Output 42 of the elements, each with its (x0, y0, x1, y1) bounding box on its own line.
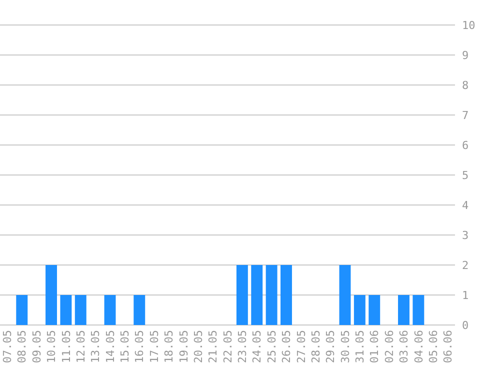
y-tick-label: 8 (462, 78, 469, 92)
x-tick-label: 16.05 (133, 330, 146, 364)
x-tick-label: 08.05 (16, 330, 29, 364)
x-tick-label: 12.05 (74, 330, 88, 364)
y-tick-label: 4 (462, 198, 469, 212)
x-tick-label: 22.05 (221, 330, 234, 364)
y-tick-label: 6 (462, 138, 469, 152)
x-tick-label: 02.06 (382, 330, 396, 364)
y-tick-label: 0 (462, 318, 469, 332)
y-tick-label: 9 (462, 48, 469, 62)
x-tick-label: 24.05 (250, 330, 264, 364)
x-tick-label: 03.06 (398, 330, 411, 364)
y-tick-label: 3 (462, 228, 469, 242)
x-tick-label: 29.05 (324, 330, 338, 364)
x-tick-label: 04.06 (412, 330, 426, 364)
x-tick-label: 10.05 (45, 330, 58, 364)
x-tick-label: 05.06 (426, 330, 440, 364)
x-tick-label: 07.05 (1, 330, 14, 364)
x-tick-label: 31.05 (354, 330, 367, 364)
x-tick-label: 23.05 (236, 330, 250, 364)
x-tick-label: 20.05 (192, 330, 205, 364)
x-tick-label: 13.05 (89, 330, 102, 364)
x-tick-label: 01.06 (368, 330, 382, 364)
x-tick-label: 30.05 (338, 330, 352, 364)
y-tick-label: 5 (462, 168, 469, 182)
y-tick-label: 7 (462, 108, 469, 122)
x-tick-label: 09.05 (30, 330, 44, 364)
x-tick-label: 15.05 (118, 330, 132, 364)
x-tick-label: 19.05 (177, 330, 190, 364)
x-tick-label: 17.05 (148, 330, 161, 364)
x-tick-label: 11.05 (60, 330, 73, 364)
x-tick-label: 25.05 (265, 330, 278, 364)
y-tick-label: 10 (462, 18, 476, 32)
y-tick-label: 1 (462, 288, 469, 302)
y-tick-label: 2 (462, 258, 469, 272)
x-tick-label: 18.05 (162, 330, 176, 364)
x-tick-label: 06.06 (442, 330, 455, 364)
x-tick-label: 14.05 (104, 330, 117, 364)
x-tick-label: 28.05 (309, 330, 322, 364)
x-tick-label: 27.05 (294, 330, 308, 364)
x-tick-label: 26.05 (280, 330, 294, 364)
x-tick-label: 21.05 (206, 330, 220, 364)
